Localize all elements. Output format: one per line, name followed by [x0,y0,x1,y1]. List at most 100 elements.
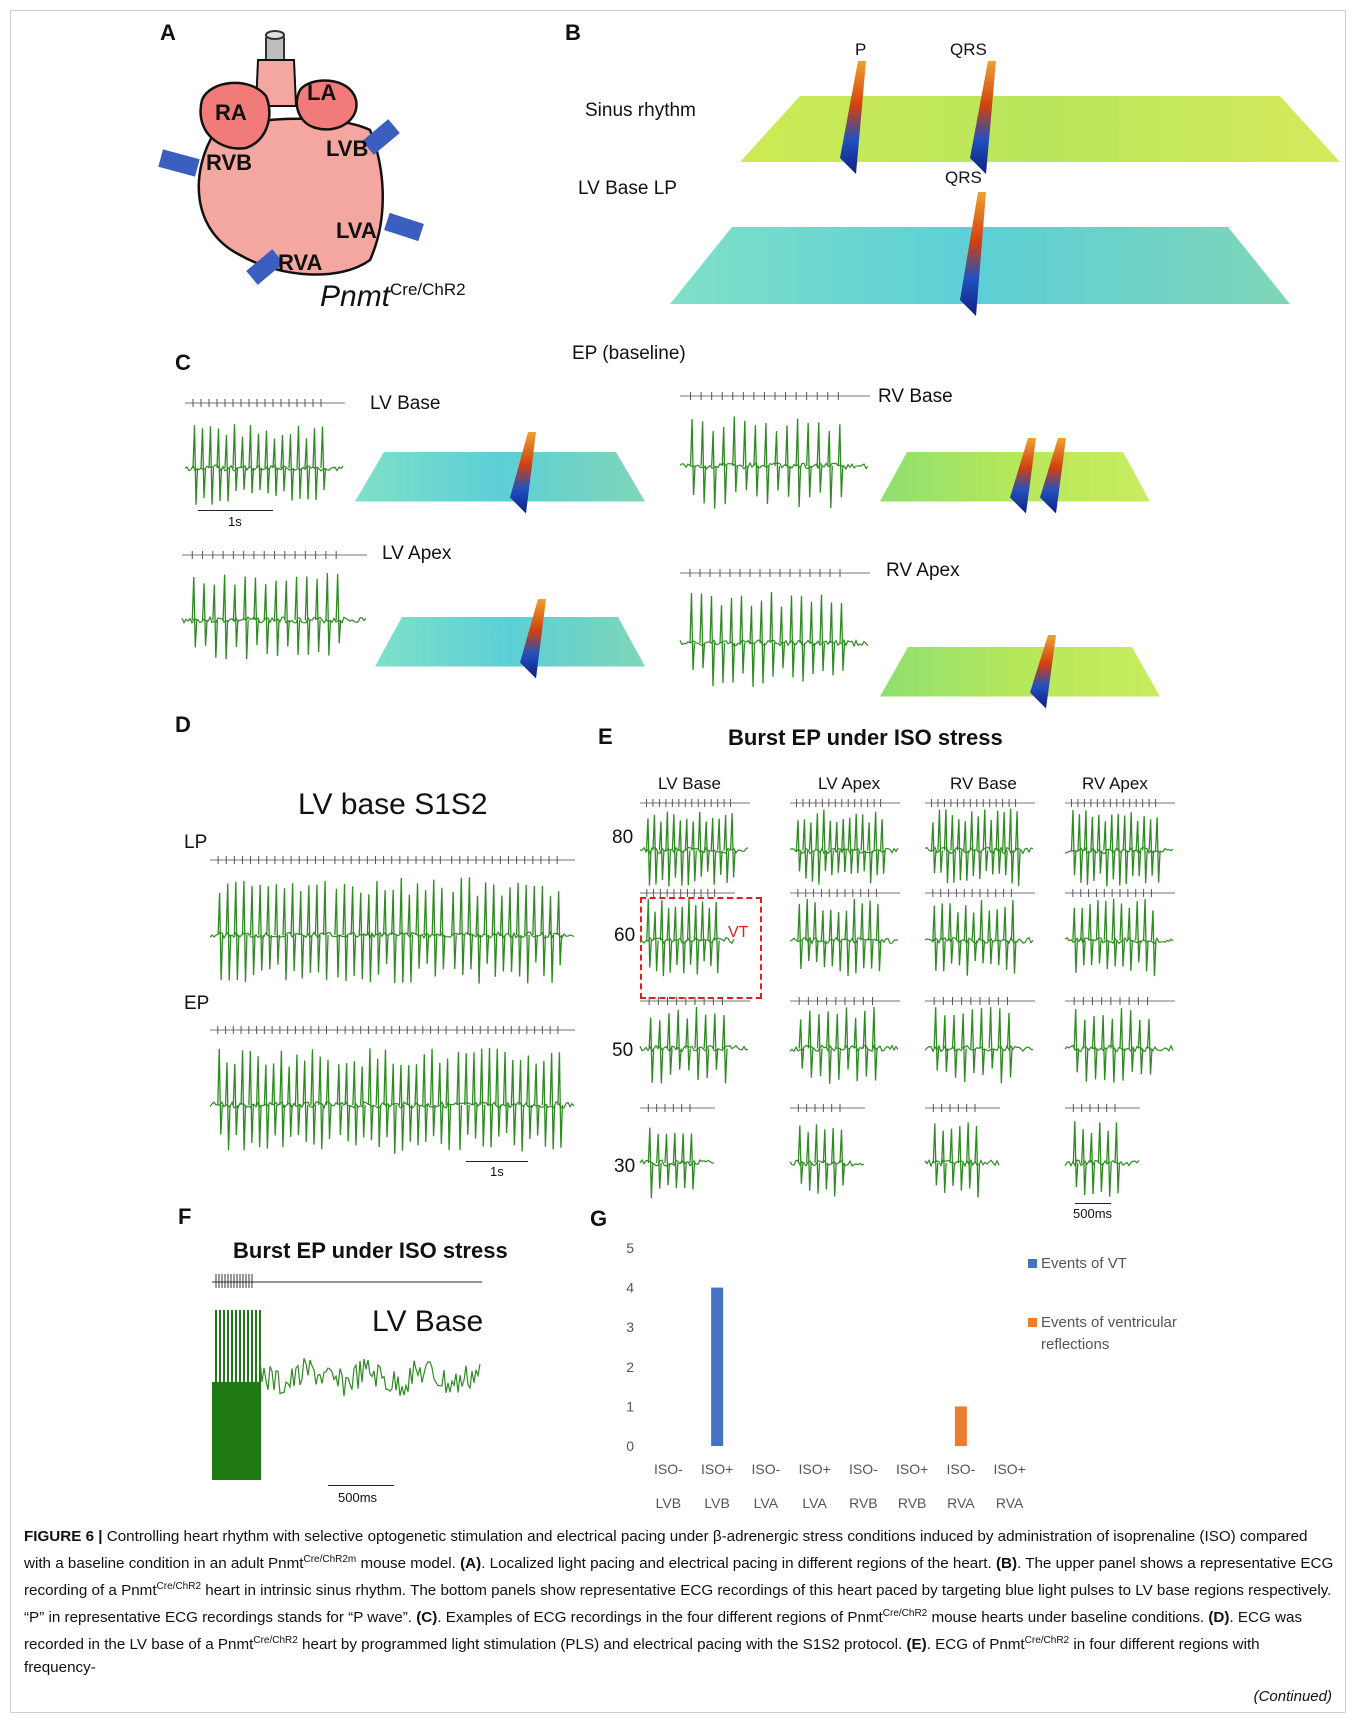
x-tick-bottom-3: LVA [802,1495,827,1511]
electrode-rvb [158,149,199,176]
panel-c-letter: C [175,350,191,376]
c-surface-rv-apex [880,620,1160,710]
e-ecg-r3-c3 [1065,1100,1140,1210]
figure-caption: FIGURE 6 | Controlling heart rhythm with… [24,1525,1334,1679]
legend-refl-swatch [1028,1318,1037,1327]
e-ecg-r2-c0 [640,993,750,1088]
caption-sup4: Cre/ChR2 [253,1635,297,1646]
e-ecg-r0-c2 [925,795,1035,890]
label-la: LA [307,80,336,105]
caption-sup2: Cre/ChR2 [157,1581,201,1592]
x-tick-top-1: ISO+ [701,1461,733,1477]
label-rva: RVA [278,250,323,275]
c-ecg-lv-base [185,395,345,525]
x-tick-bottom-6: RVA [947,1495,975,1511]
x-tick-top-0: ISO- [654,1461,683,1477]
y-tick-5: 5 [626,1240,634,1256]
d-ecg-lp [210,852,575,1002]
legend-vt-swatch [1028,1259,1037,1268]
bar-0-1 [711,1288,723,1446]
model-sup: Cre/ChR2 [390,280,466,299]
panel-d-title: LV base S1S2 [298,788,488,822]
label-ra: RA [215,100,247,125]
y-tick-1: 1 [626,1398,634,1414]
electrode-lva [384,213,424,241]
c-surface-lv-apex [375,590,645,680]
label-lvb: LVB [326,136,368,161]
x-tick-top-6: ISO- [946,1461,975,1477]
e-row-30: 30 [614,1156,635,1178]
x-tick-top-5: ISO+ [896,1461,928,1477]
c-rv-apex-label: RV Apex [886,560,960,582]
e-row-50: 50 [612,1040,633,1062]
x-tick-top-2: ISO- [751,1461,780,1477]
d-lp-label: LP [184,832,207,854]
e-row-80: 80 [612,827,633,849]
e-ecg-r0-c3 [1065,795,1175,890]
panel-g-letter: G [590,1206,607,1232]
x-tick-bottom-5: RVB [898,1495,927,1511]
e-col-rv-base: RV Base [950,774,1017,794]
lv-base-lp-label: LV Base LP [578,178,677,200]
panel-c-title: EP (baseline) [572,343,686,365]
p-wave-label: P [855,40,866,60]
d-ecg-ep [210,1022,575,1172]
e-col-rv-apex: RV Apex [1082,774,1148,794]
e-ecg-r1-c2 [925,885,1035,980]
x-tick-bottom-1: LVB [704,1495,729,1511]
caption-ref-a: (A) [460,1555,481,1572]
e-scale-bar [1075,1203,1111,1204]
caption-sup5: Cre/ChR2 [1025,1635,1069,1646]
legend-refl-label-2: reflections [1041,1336,1109,1353]
x-tick-bottom-2: LVA [754,1495,779,1511]
e-ecg-r0-c0 [640,795,750,890]
e-row-60: 60 [614,925,635,947]
x-tick-bottom-0: LVB [656,1495,681,1511]
panel-f-title: Burst EP under ISO stress [233,1238,508,1264]
caption-sup1: Cre/ChR2m [303,1554,356,1565]
x-tick-top-3: ISO+ [798,1461,830,1477]
d-scale-label: 1s [490,1164,504,1179]
sinus-rhythm-surface [740,60,1340,180]
e-ecg-r3-c2 [925,1100,1000,1210]
caption-t3: . Localized light pacing and electrical … [481,1555,996,1572]
c-ecg-rv-apex [680,565,870,705]
e-col-lv-base: LV Base [658,774,721,794]
caption-t9: heart by programmed light stimulation (P… [298,1636,907,1653]
sinus-rhythm-label: Sinus rhythm [585,100,696,122]
panel-b-letter: B [565,20,581,46]
panel-d-letter: D [175,712,191,738]
heart-diagram: RA LA RVB LVB LVA RVA [150,20,490,320]
y-tick-2: 2 [626,1359,634,1375]
caption-ref-c: (C) [416,1609,437,1626]
f-ecg-trace [212,1282,482,1482]
y-tick-4: 4 [626,1280,634,1296]
caption-continued: (Continued) [1254,1688,1332,1705]
e-ecg-r2-c3 [1065,993,1175,1088]
legend-refl-label: Events of ventricular [1041,1314,1177,1331]
caption-sup3: Cre/ChR2 [883,1608,927,1619]
e-ecg-r1-c1 [790,885,900,980]
e-col-lv-apex: LV Apex [818,774,880,794]
e-ecg-r3-c1 [790,1100,865,1210]
f-scale-label: 500ms [338,1490,377,1505]
caption-ref-b: (B) [996,1555,1017,1572]
label-lva: LVA [336,218,377,243]
d-ep-label: EP [184,993,209,1015]
e-ecg-r2-c2 [925,993,1035,1088]
panel-e-letter: E [598,724,613,750]
f-scale-bar [328,1485,394,1486]
c-scale-bar [198,510,273,511]
c-rv-base-label: RV Base [878,386,953,408]
bar-1-6 [955,1406,967,1446]
mouse-model-label: PnmtCre/ChR2 [320,280,466,314]
legend-vt-label: Events of VT [1041,1255,1127,1272]
c-lv-apex-label: LV Apex [382,543,451,565]
model-main: Pnmt [320,280,390,313]
caption-ref-e: (E) [906,1636,926,1653]
lv-base-lp-surface [670,185,1290,325]
label-rvb: RVB [206,150,252,175]
c-surface-lv-base [355,425,645,515]
caption-t2: mouse model. [356,1555,460,1572]
y-tick-3: 3 [626,1319,634,1335]
